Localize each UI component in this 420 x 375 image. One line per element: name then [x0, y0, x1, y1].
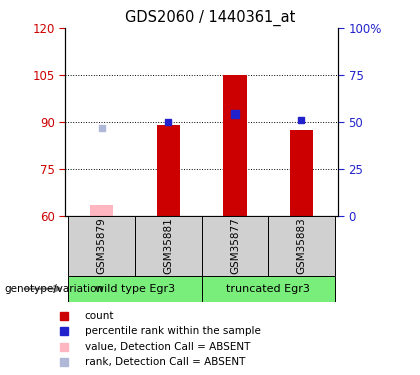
Bar — [90, 205, 113, 216]
Text: GSM35877: GSM35877 — [230, 217, 240, 274]
Bar — [157, 125, 180, 216]
Bar — [68, 216, 135, 276]
Text: GSM35883: GSM35883 — [297, 217, 307, 274]
Text: GSM35881: GSM35881 — [163, 217, 173, 274]
Text: truncated Egr3: truncated Egr3 — [226, 284, 310, 294]
Bar — [268, 216, 335, 276]
Text: GSM35879: GSM35879 — [97, 217, 107, 274]
Text: genotype/variation: genotype/variation — [4, 284, 103, 294]
Bar — [68, 276, 202, 302]
Text: wild type Egr3: wild type Egr3 — [95, 284, 175, 294]
Text: percentile rank within the sample: percentile rank within the sample — [85, 326, 261, 336]
Text: rank, Detection Call = ABSENT: rank, Detection Call = ABSENT — [85, 357, 245, 368]
Text: GDS2060 / 1440361_at: GDS2060 / 1440361_at — [125, 9, 295, 26]
Bar — [223, 75, 247, 216]
Text: value, Detection Call = ABSENT: value, Detection Call = ABSENT — [85, 342, 250, 352]
Bar — [202, 276, 335, 302]
Text: count: count — [85, 311, 114, 321]
Bar — [290, 130, 313, 216]
Bar — [202, 216, 268, 276]
Bar — [135, 216, 202, 276]
